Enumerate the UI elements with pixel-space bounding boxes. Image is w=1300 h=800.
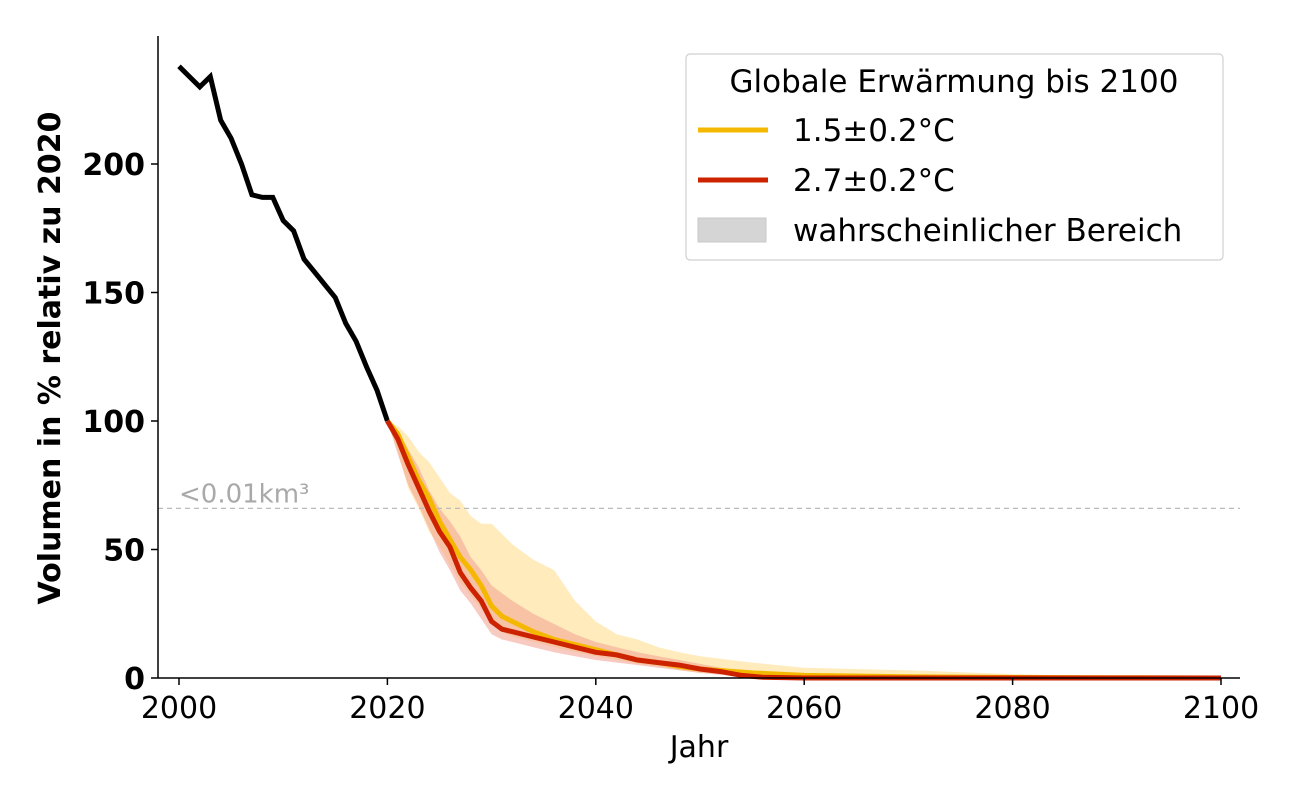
axes: 2000 2020 2040 2060 2080 2100 0 50 100 150 200 Ja… <box>33 36 1259 765</box>
y-ticks: 0 50 100 150 200 <box>82 148 158 697</box>
y-axis-label: Volumen in % relativ zu 2020 <box>33 112 68 605</box>
x-ticks: 2000 2020 2040 2060 2080 2100 <box>141 678 1259 726</box>
x-axis-label: Jahr <box>668 730 729 765</box>
legend: Globale Erwärmung bis 2100 1.5±0.2°C 2.7… <box>685 53 1224 261</box>
x-tick-label: 2100 <box>1183 691 1259 726</box>
threshold-label: <0.01km³ <box>179 479 309 509</box>
legend-title: Globale Erwärmung bis 2100 <box>730 64 1179 100</box>
x-tick-label: 2080 <box>974 691 1050 726</box>
y-tick-label: 200 <box>82 148 145 183</box>
series-line-1-5 <box>385 419 1222 681</box>
y-tick-label: 50 <box>103 534 145 569</box>
legend-frame <box>685 53 1224 261</box>
y-tick-label: 100 <box>82 405 145 440</box>
x-tick-label: 2020 <box>349 691 425 726</box>
legend-swatch-band <box>697 217 767 243</box>
historical-line <box>177 64 390 422</box>
band-layer <box>387 421 1221 678</box>
y-tick-label: 150 <box>82 277 145 312</box>
x-tick-label: 2000 <box>141 691 217 726</box>
x-tick-label: 2060 <box>766 691 842 726</box>
x-tick-label: 2040 <box>558 691 634 726</box>
legend-label-band: wahrscheinlicher Bereich <box>793 213 1182 249</box>
y-tick-label: 0 <box>124 662 145 697</box>
legend-label-2-7: 2.7±0.2°C <box>793 163 955 199</box>
legend-label-1-5: 1.5±0.2°C <box>793 113 955 149</box>
